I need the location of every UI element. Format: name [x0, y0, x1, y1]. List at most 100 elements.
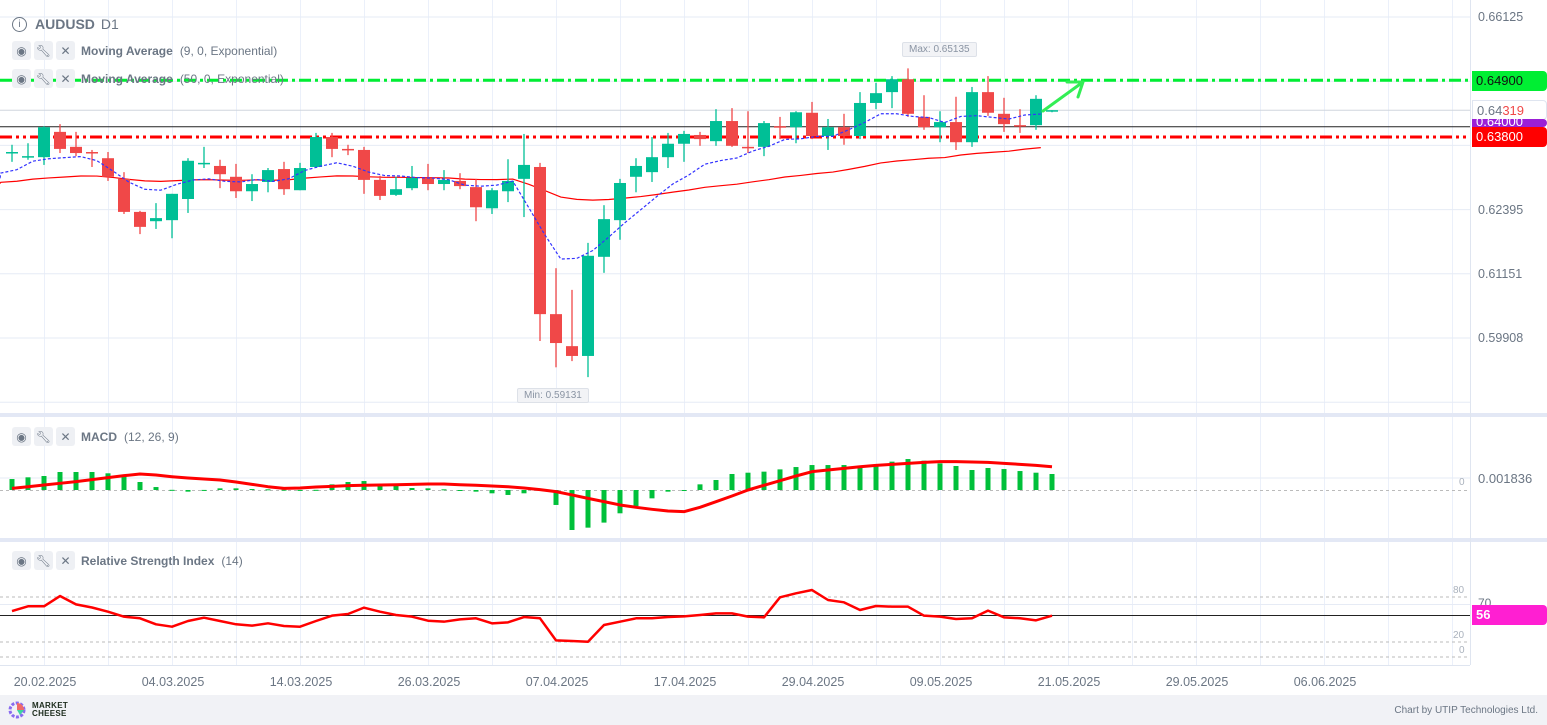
ema50-line: [0, 146, 1041, 201]
candle-down: [838, 127, 850, 137]
macd-bar: [697, 484, 703, 490]
max-tooltip: Max: 0.65135: [902, 42, 977, 57]
candle-up: [790, 112, 802, 128]
close-icon[interactable]: ✕: [56, 41, 75, 60]
logo-text: MARKET CHEESE: [32, 702, 68, 718]
candle-up: [1030, 98, 1042, 126]
macd-bar: [793, 467, 799, 490]
macd-bar: [665, 490, 671, 492]
candle-down: [70, 146, 82, 154]
date-label: 20.02.2025: [13, 675, 77, 689]
candle-up: [518, 164, 530, 179]
candle-down: [726, 121, 738, 146]
candle-up: [966, 92, 978, 143]
info-icon[interactable]: i: [12, 16, 27, 32]
indicator-params: (9, 0, Exponential): [179, 43, 278, 58]
timeframe[interactable]: D1: [100, 16, 119, 32]
candle-down: [1014, 125, 1026, 127]
macd-bar: [425, 488, 431, 490]
candle-down: [566, 346, 578, 356]
indicator-params: (12, 26, 9): [124, 429, 179, 444]
current-price-label: 0.64319: [1472, 100, 1547, 120]
macd-bar: [985, 468, 991, 490]
macd-bar: [105, 473, 111, 490]
macd-bar: [905, 459, 911, 490]
close-icon[interactable]: ✕: [56, 427, 75, 446]
chart-canvas[interactable]: [0, 0, 1547, 695]
candle-up: [182, 160, 194, 199]
trend-arrow[interactable]: [1041, 80, 1085, 113]
candle-up: [438, 179, 450, 185]
level-label-purple[interactable]: 0.64000: [1472, 119, 1547, 127]
candle-up: [406, 177, 418, 189]
macd-value-label: 0.001836: [1478, 471, 1533, 486]
candle-down: [534, 166, 546, 315]
macd-bar: [313, 489, 319, 491]
level-label-green[interactable]: 0.64900: [1472, 71, 1547, 91]
candle-up: [630, 165, 642, 177]
candle-up: [662, 143, 674, 158]
macd-bar: [505, 490, 511, 495]
candle-up: [166, 193, 178, 221]
indicator-name: Relative Strength Index: [81, 553, 215, 568]
indicator-name: Moving Average: [81, 71, 173, 86]
pane-separator[interactable]: [0, 413, 1547, 417]
candle-up: [310, 137, 322, 167]
macd-bar: [633, 490, 639, 506]
candle-up: [870, 93, 882, 103]
macd-bar: [761, 471, 767, 490]
macd-bar: [649, 490, 655, 499]
macd-bar: [297, 489, 303, 491]
rsi-line: [11, 588, 1053, 643]
macd-bar: [9, 479, 15, 490]
macd-bar: [729, 474, 735, 490]
market-cheese-logo[interactable]: MARKET CHEESE: [8, 701, 68, 719]
candle-down: [374, 179, 386, 196]
macd-bar: [25, 477, 31, 490]
min-tooltip: Min: 0.59131: [517, 388, 589, 403]
grid: [0, 0, 1470, 665]
eye-icon[interactable]: ◉: [12, 69, 31, 88]
macd-bar: [521, 490, 527, 494]
eye-icon[interactable]: ◉: [12, 41, 31, 60]
candle-down: [422, 177, 434, 185]
macd-bar: [1001, 469, 1007, 490]
level-label-red[interactable]: 0.63800: [1472, 127, 1547, 147]
wrench-icon[interactable]: 🔧︎: [34, 41, 53, 60]
legend-ema9: ◉ 🔧︎ ✕ Moving Average (9, 0, Exponential…: [12, 41, 277, 60]
candle-up: [854, 102, 866, 137]
price-label: 0.61151: [1478, 267, 1523, 281]
close-icon[interactable]: ✕: [56, 551, 75, 570]
eye-icon[interactable]: ◉: [12, 551, 31, 570]
wrench-icon[interactable]: 🔧︎: [34, 551, 53, 570]
date-label: 14.03.2025: [269, 675, 333, 689]
chart-credit[interactable]: Chart by UTIP Technologies Ltd.: [1394, 705, 1538, 716]
candle-up: [710, 121, 722, 142]
date-label: 09.05.2025: [909, 675, 973, 689]
macd-bar: [457, 490, 463, 491]
logo-line1: MARKET: [32, 701, 69, 710]
candle-down: [774, 126, 786, 128]
candle-up: [22, 156, 34, 158]
wrench-icon[interactable]: 🔧︎: [34, 427, 53, 446]
logo-icon: [8, 701, 26, 719]
candle-up: [150, 218, 162, 222]
macd-bar: [41, 476, 47, 490]
candle-down: [214, 165, 226, 175]
candles: [6, 68, 1058, 378]
wrench-icon[interactable]: 🔧︎: [34, 69, 53, 88]
macd-bar: [1033, 472, 1039, 490]
candle-up: [614, 182, 626, 221]
price-label: 0.66125: [1478, 10, 1524, 24]
indicator-name: Moving Average: [81, 43, 173, 58]
macd-bar: [601, 490, 607, 523]
macd-bar: [233, 488, 239, 490]
close-icon[interactable]: ✕: [56, 69, 75, 88]
pane-separator[interactable]: [0, 538, 1547, 542]
candle-up: [6, 152, 18, 154]
date-label: 29.05.2025: [1165, 675, 1229, 689]
eye-icon[interactable]: ◉: [12, 427, 31, 446]
macd-bar: [185, 490, 191, 492]
macd-bar: [393, 486, 399, 490]
macd-bar: [889, 461, 895, 490]
